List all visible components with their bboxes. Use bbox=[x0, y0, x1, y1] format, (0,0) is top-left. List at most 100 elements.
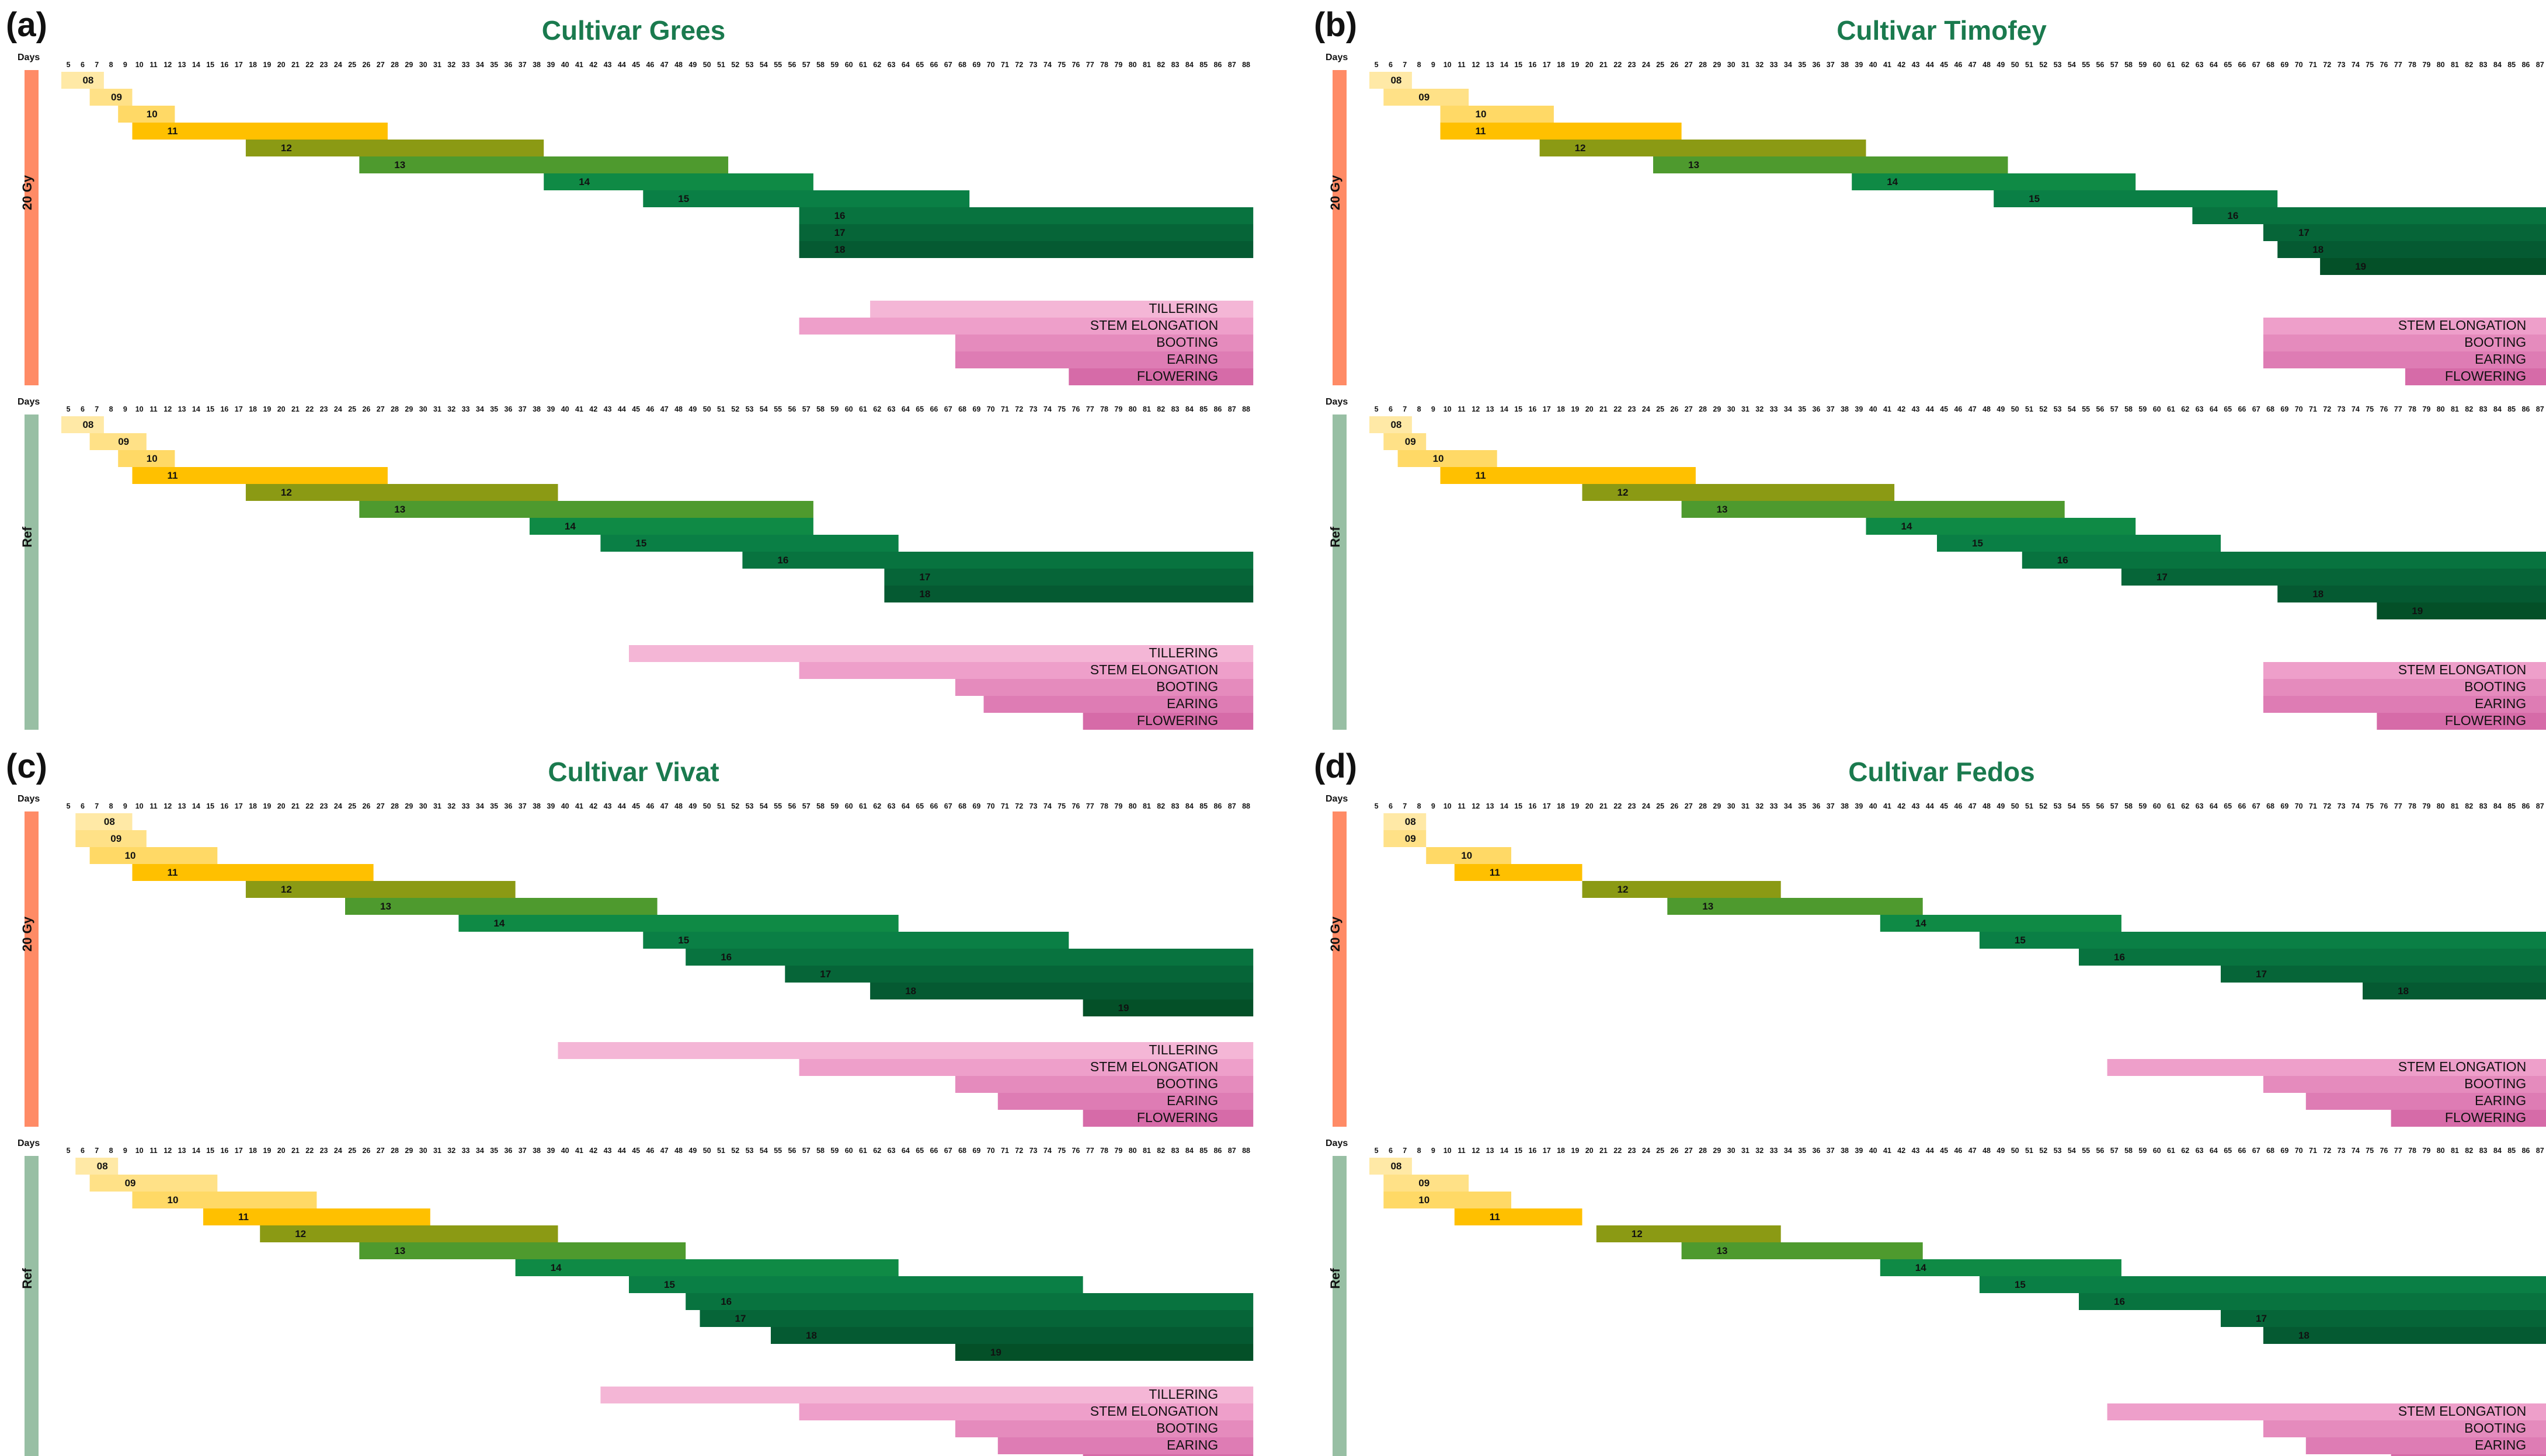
day-tick-label: 16 bbox=[1528, 61, 1536, 69]
stage-label: 08 bbox=[1390, 1161, 1401, 1172]
day-tick-label: 15 bbox=[1514, 405, 1522, 413]
day-tick-label: 55 bbox=[2082, 802, 2090, 810]
phase-bar bbox=[997, 1437, 1254, 1454]
day-tick-label: 70 bbox=[2295, 802, 2303, 810]
stage-bar bbox=[260, 1225, 558, 1242]
treatment-bar bbox=[1333, 414, 1347, 730]
day-tick-label: 81 bbox=[2451, 405, 2459, 413]
day-tick-label: 9 bbox=[123, 405, 127, 413]
day-tick-label: 36 bbox=[1812, 1147, 1820, 1155]
day-tick-label: 10 bbox=[1444, 1147, 1452, 1155]
treatment-bar bbox=[1333, 70, 1347, 385]
day-tick-label: 84 bbox=[2493, 405, 2502, 413]
day-tick-label: 19 bbox=[263, 61, 271, 69]
day-tick-label: 12 bbox=[1472, 802, 1480, 810]
day-tick-label: 40 bbox=[1869, 61, 1877, 69]
day-tick-label: 8 bbox=[1417, 61, 1421, 69]
day-tick-label: 74 bbox=[2352, 802, 2360, 810]
phase-bar bbox=[2263, 335, 2546, 351]
day-tick-label: 78 bbox=[2408, 1147, 2416, 1155]
day-tick-label: 29 bbox=[1713, 802, 1721, 810]
day-tick-label: 48 bbox=[1982, 1147, 1991, 1155]
day-tick-label: 44 bbox=[1926, 802, 1934, 810]
stage-bar bbox=[89, 1175, 218, 1192]
day-tick-label: 36 bbox=[1812, 802, 1820, 810]
day-tick-label: 10 bbox=[135, 802, 144, 810]
day-tick-label: 32 bbox=[1755, 405, 1764, 413]
day-tick-label: 58 bbox=[2124, 802, 2133, 810]
day-tick-label: 5 bbox=[67, 61, 71, 69]
day-tick-label: 38 bbox=[1841, 1147, 1849, 1155]
day-tick-label: 7 bbox=[1403, 405, 1407, 413]
day-tick-label: 47 bbox=[1968, 802, 1977, 810]
day-tick-label: 83 bbox=[2479, 405, 2488, 413]
day-tick-label: 41 bbox=[575, 802, 583, 810]
phase-bar bbox=[2391, 1110, 2546, 1127]
phase-label: EARING bbox=[1167, 1093, 1218, 1108]
day-tick-label: 16 bbox=[220, 405, 228, 413]
day-tick-label: 38 bbox=[533, 61, 541, 69]
stage-bar bbox=[2221, 1310, 2546, 1327]
day-tick-label: 20 bbox=[277, 1147, 286, 1155]
day-tick-label: 47 bbox=[660, 802, 669, 810]
stage-label: 10 bbox=[168, 1194, 179, 1206]
stage-label: 15 bbox=[635, 538, 646, 549]
day-tick-label: 5 bbox=[1375, 61, 1379, 69]
day-tick-label: 17 bbox=[235, 1147, 243, 1155]
day-tick-label: 20 bbox=[277, 802, 286, 810]
day-tick-label: 83 bbox=[1171, 802, 1180, 810]
stage-label: 14 bbox=[551, 1262, 562, 1273]
day-tick-label: 52 bbox=[2039, 61, 2047, 69]
days-label: Days bbox=[1326, 397, 1348, 407]
day-tick-label: 66 bbox=[930, 405, 938, 413]
day-tick-label: 74 bbox=[2352, 1147, 2360, 1155]
stage-bar bbox=[1852, 173, 2136, 190]
stage-label: 16 bbox=[2114, 1296, 2125, 1307]
day-tick-label: 35 bbox=[1798, 802, 1806, 810]
stage-label: 12 bbox=[295, 1228, 306, 1239]
phase-label: FLOWERING bbox=[2445, 713, 2526, 728]
day-tick-label: 44 bbox=[618, 405, 626, 413]
day-tick-label: 60 bbox=[845, 1147, 853, 1155]
panel-title: Cultivar Timofey bbox=[1837, 15, 2047, 46]
stage-label: 18 bbox=[905, 985, 916, 997]
stage-bar bbox=[1440, 123, 1682, 140]
day-tick-label: 46 bbox=[646, 802, 654, 810]
treatment-bar bbox=[1333, 1156, 1347, 1456]
treatment-label: 20 Gy bbox=[20, 916, 34, 952]
day-tick-label: 63 bbox=[888, 405, 896, 413]
day-tick-label: 51 bbox=[2025, 1147, 2033, 1155]
day-tick-label: 22 bbox=[305, 405, 314, 413]
day-tick-label: 45 bbox=[632, 61, 640, 69]
day-tick-label: 67 bbox=[944, 802, 952, 810]
panel-title: Cultivar Vivat bbox=[548, 757, 719, 787]
day-tick-label: 43 bbox=[1912, 802, 1920, 810]
day-tick-label: 71 bbox=[2309, 802, 2317, 810]
day-tick-label: 82 bbox=[1157, 405, 1165, 413]
phase-bar bbox=[1083, 713, 1254, 730]
phase-bar bbox=[2263, 351, 2546, 368]
day-tick-label: 62 bbox=[873, 405, 881, 413]
stage-label: 15 bbox=[1972, 538, 1983, 549]
day-tick-label: 71 bbox=[1001, 61, 1009, 69]
day-tick-label: 33 bbox=[1770, 802, 1778, 810]
stage-label: 17 bbox=[2256, 969, 2267, 980]
day-tick-label: 68 bbox=[958, 1147, 966, 1155]
day-tick-label: 42 bbox=[1897, 61, 1905, 69]
day-tick-label: 75 bbox=[2366, 405, 2374, 413]
stage-bar bbox=[1083, 999, 1254, 1016]
day-tick-label: 16 bbox=[1528, 1147, 1536, 1155]
day-tick-label: 17 bbox=[1543, 802, 1551, 810]
day-tick-label: 5 bbox=[1375, 405, 1379, 413]
day-tick-label: 59 bbox=[830, 61, 839, 69]
day-tick-label: 55 bbox=[2082, 1147, 2090, 1155]
day-tick-label: 77 bbox=[1086, 1147, 1094, 1155]
day-tick-label: 6 bbox=[1389, 1147, 1393, 1155]
day-tick-label: 15 bbox=[206, 802, 214, 810]
day-tick-label: 74 bbox=[1044, 1147, 1052, 1155]
stage-bar bbox=[515, 1259, 899, 1276]
day-tick-label: 29 bbox=[405, 1147, 413, 1155]
stage-label: 13 bbox=[1688, 159, 1699, 170]
day-tick-label: 81 bbox=[2451, 61, 2459, 69]
day-tick-label: 57 bbox=[802, 61, 811, 69]
